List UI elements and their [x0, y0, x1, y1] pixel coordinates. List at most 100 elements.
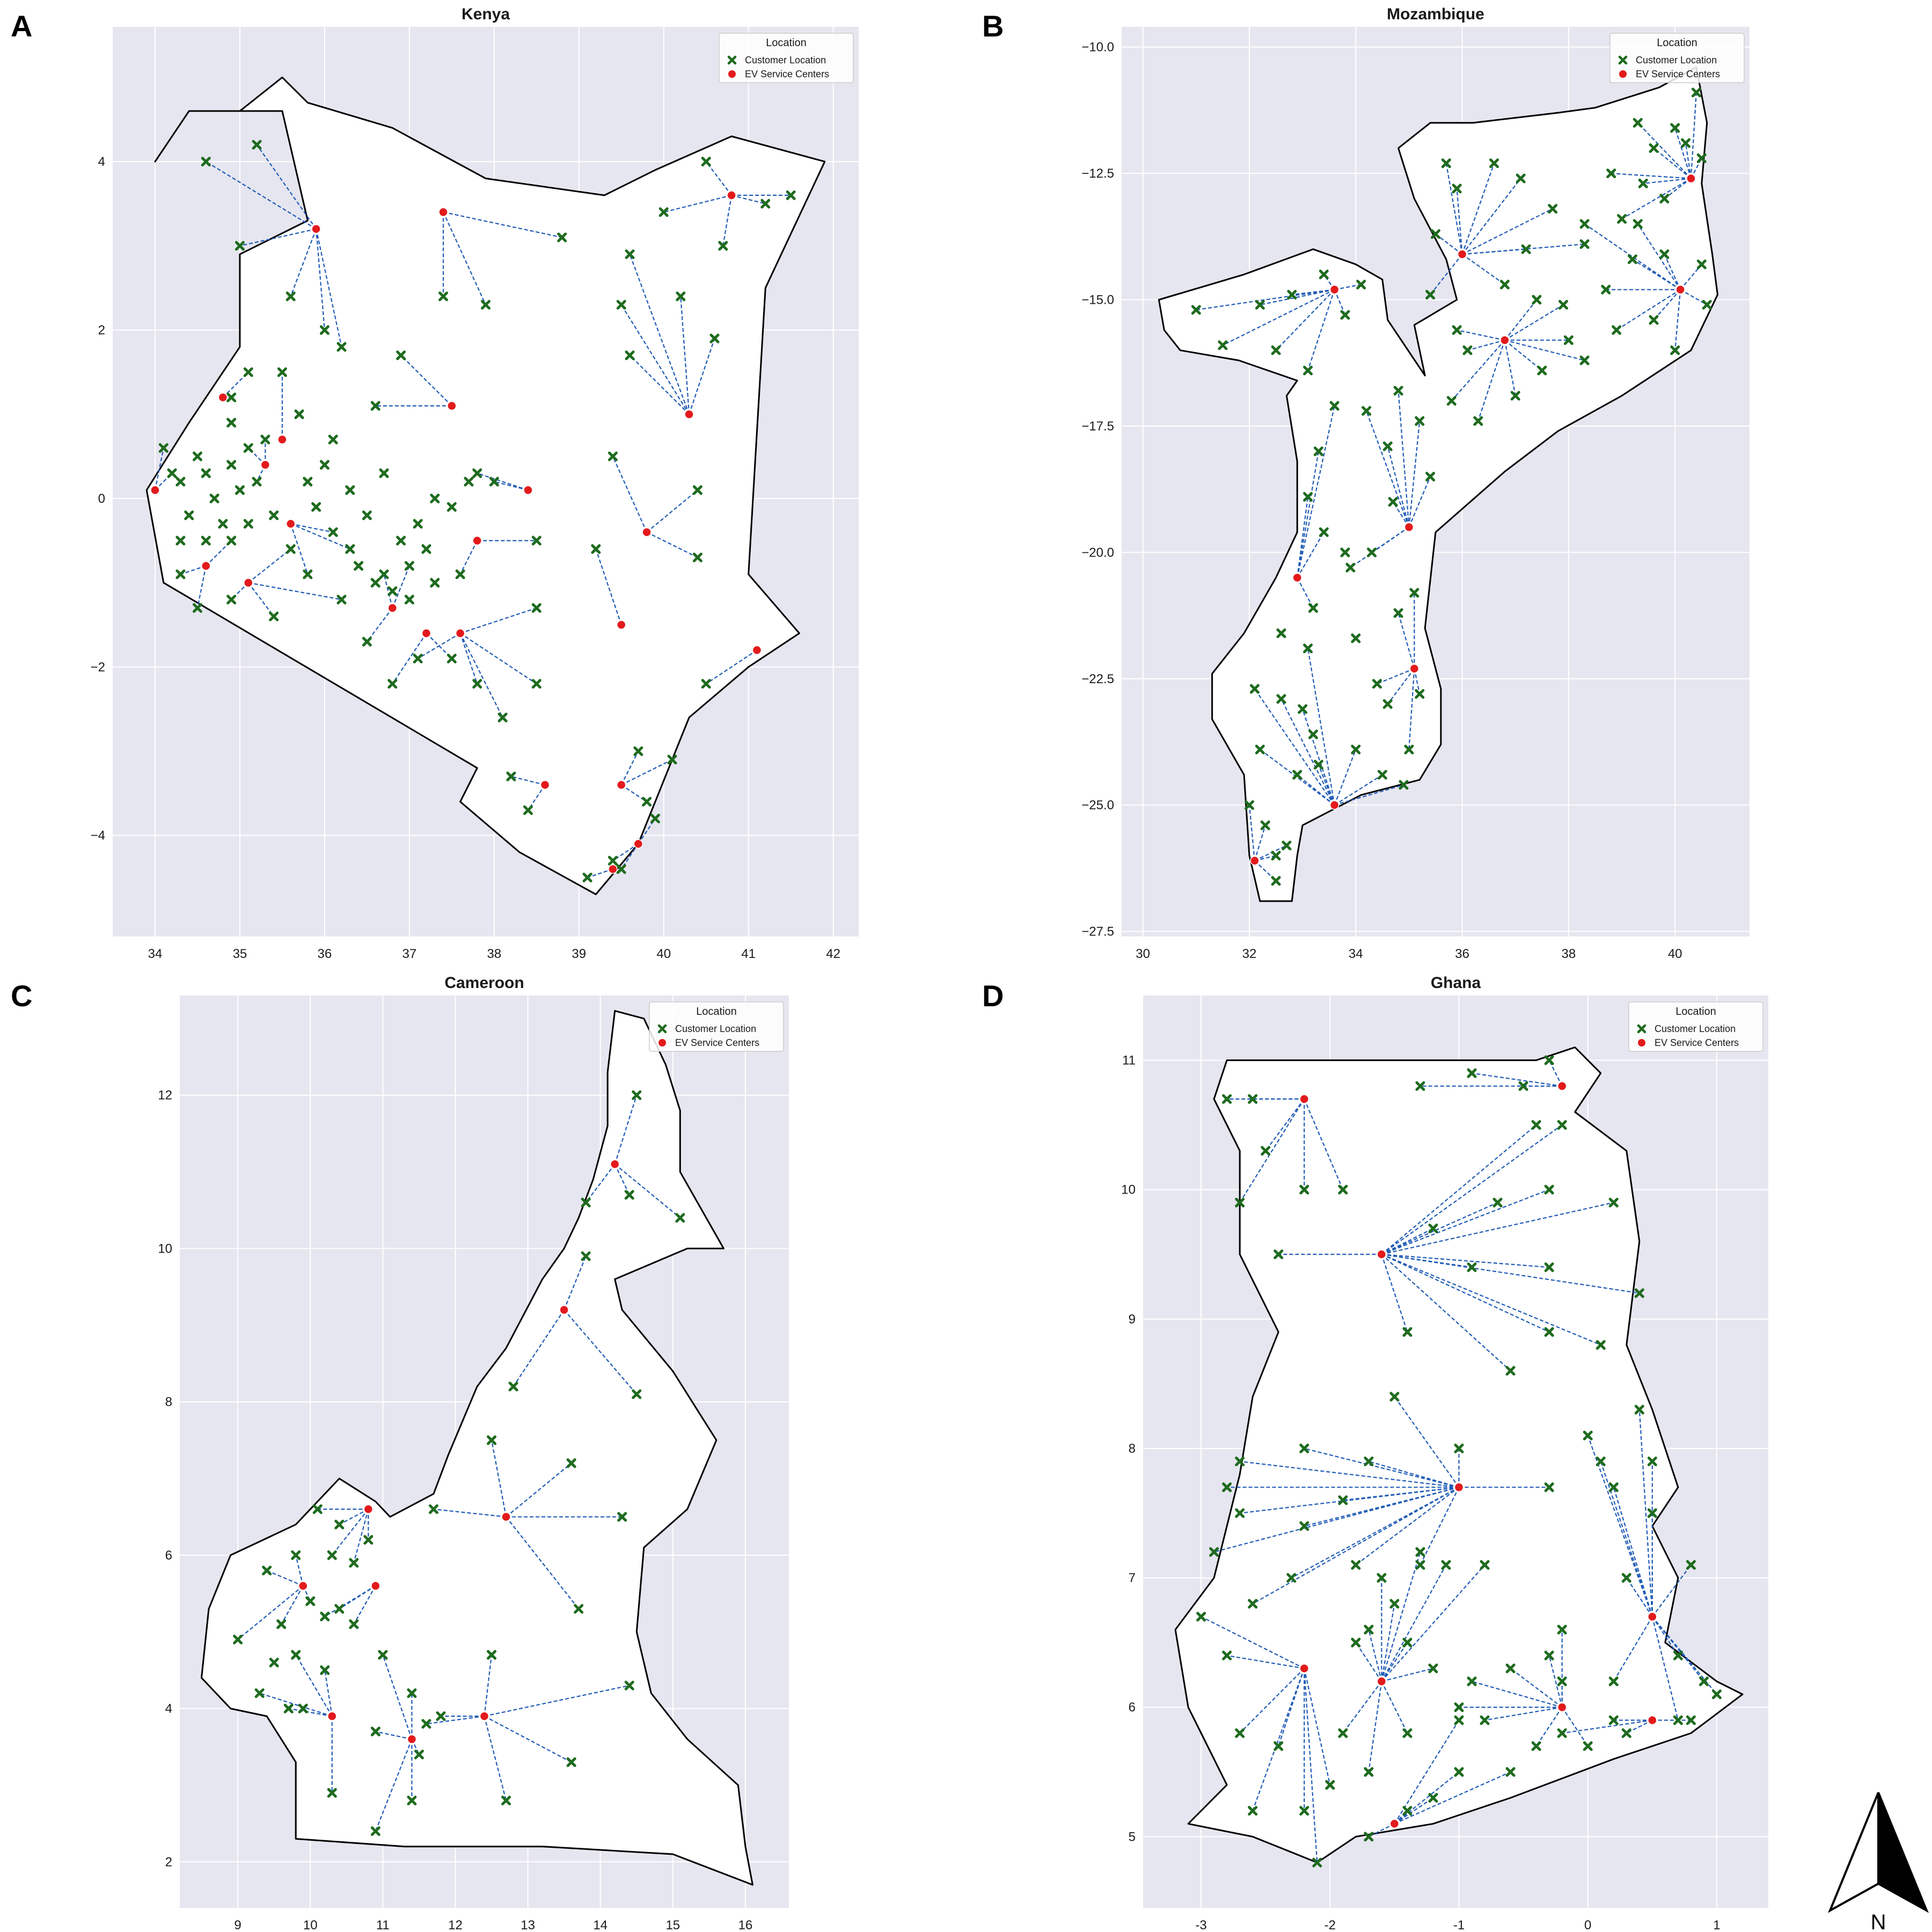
legend: Location Customer Location EV Service Cent…: [649, 1001, 784, 1052]
ev-center-point: [1250, 856, 1260, 866]
legend-customer-marker: [1637, 1024, 1646, 1034]
ev-center-point: [1299, 1664, 1309, 1673]
customer-point: [1521, 244, 1531, 254]
connection-line: [1397, 613, 1415, 669]
connection-line: [1381, 1552, 1421, 1682]
customer-point: [1340, 310, 1350, 320]
x-tick-label: 0: [1584, 1918, 1591, 1932]
customer-point: [566, 1458, 576, 1468]
customer-point: [362, 636, 372, 647]
connection-line: [1548, 1060, 1563, 1087]
ev-center-point: [540, 780, 550, 790]
ev-center-point: [642, 527, 652, 537]
connection-line: [484, 1685, 630, 1717]
customer-point: [175, 536, 186, 546]
customer-point: [1388, 497, 1398, 507]
customer-point: [1286, 1573, 1297, 1583]
customer-point: [413, 654, 423, 664]
connection-line: [1252, 1487, 1460, 1605]
connection-line: [513, 1309, 565, 1387]
customer-point: [1633, 118, 1643, 128]
connection-line: [1381, 1604, 1395, 1682]
customer-point: [1308, 603, 1318, 613]
customer-point: [1544, 1650, 1554, 1660]
customer-point: [1608, 1715, 1619, 1725]
customer-point: [387, 679, 398, 689]
connection-line: [646, 531, 698, 558]
ev-center-point: [218, 392, 228, 402]
x-tick-label: 41: [741, 947, 756, 961]
customer-point: [436, 1711, 446, 1721]
customer-point: [430, 493, 440, 503]
y-tick-label: −2: [91, 660, 105, 675]
ev-center-point: [472, 536, 482, 546]
customer-point: [294, 409, 304, 419]
customer-point: [303, 569, 313, 580]
customer-point: [291, 1550, 301, 1560]
customer-point: [235, 241, 245, 251]
connection-line: [1653, 148, 1692, 179]
customer-point: [1696, 153, 1707, 163]
legend-center-label: EV Service Centers: [1636, 69, 1720, 79]
ev-center-point: [1457, 250, 1467, 259]
customer-point: [1446, 396, 1457, 406]
customer-point: [1415, 1547, 1425, 1557]
customer-point: [407, 1688, 417, 1698]
customer-point: [1649, 315, 1659, 325]
ev-center-point: [1377, 1677, 1387, 1686]
connection-line: [484, 1716, 507, 1801]
customer-point: [303, 477, 313, 487]
customer-point: [1235, 1457, 1245, 1467]
connection-line: [281, 1585, 304, 1624]
panel-title: Mozambique: [1387, 5, 1484, 23]
connection-line: [1252, 1668, 1305, 1811]
customer-point: [501, 1796, 511, 1805]
connection-line: [1584, 223, 1681, 290]
x-tick-label: 11: [376, 1918, 390, 1932]
customer-point: [1681, 138, 1691, 148]
connection-line: [1504, 339, 1585, 361]
customer-point: [1260, 820, 1270, 830]
connection-line: [1239, 1668, 1305, 1734]
customer-point: [1308, 729, 1318, 740]
connection-line: [1381, 1202, 1498, 1255]
customer-point: [1402, 1806, 1413, 1816]
customer-point: [1351, 744, 1361, 755]
customer-point: [1299, 1806, 1309, 1816]
customer-point: [1699, 1677, 1709, 1687]
connection-line: [1651, 1616, 1679, 1656]
customer-point: [582, 873, 592, 883]
customer-point: [1299, 1443, 1309, 1453]
customer-point: [291, 1650, 301, 1660]
customer-point: [1313, 759, 1323, 770]
customer-point: [1673, 1650, 1683, 1660]
y-tick-label: 4: [165, 1702, 172, 1716]
customer-point: [1608, 1677, 1619, 1687]
customer-point: [624, 1680, 634, 1690]
connection-line: [1381, 1254, 1549, 1268]
connection-line: [1381, 1564, 1485, 1682]
customer-point: [260, 435, 270, 445]
ev-center-point: [1409, 664, 1419, 674]
y-tick-label: −20.0: [1081, 545, 1114, 560]
customer-point: [269, 1657, 279, 1667]
connection-line: [484, 1715, 572, 1763]
customer-point: [1649, 143, 1659, 153]
customer-point: [1287, 290, 1297, 300]
customer-point: [1345, 562, 1356, 573]
customer-point: [1634, 1288, 1644, 1298]
customer-point: [413, 518, 423, 529]
customer-point: [1579, 219, 1590, 229]
customer-point: [508, 1381, 518, 1392]
legend-center-marker: [658, 1039, 666, 1046]
customer-point: [269, 611, 279, 621]
customer-point: [209, 493, 219, 503]
customer-point: [363, 1535, 374, 1545]
connection-line: [1213, 1487, 1459, 1553]
connection-line: [1381, 1189, 1550, 1255]
connection-line: [1297, 496, 1309, 578]
customer-point: [1583, 1430, 1593, 1440]
y-tick-label: −27.5: [1081, 925, 1114, 939]
customer-point: [1425, 472, 1436, 482]
